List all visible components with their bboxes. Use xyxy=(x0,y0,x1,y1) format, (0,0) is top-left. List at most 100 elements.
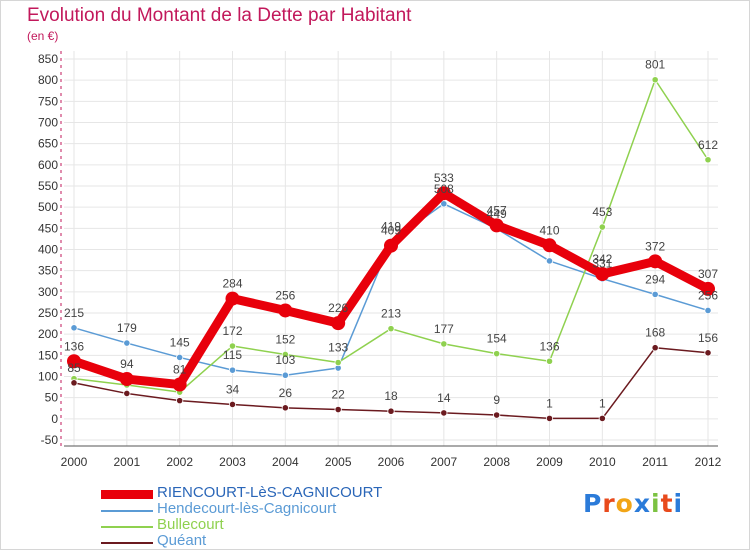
x-tick-label: 2004 xyxy=(272,455,299,469)
data-point xyxy=(123,389,131,398)
y-tick-label: 150 xyxy=(38,348,58,362)
data-label: 410 xyxy=(539,223,559,237)
data-point xyxy=(704,156,712,164)
data-label: 26 xyxy=(279,386,293,400)
y-tick-label: 250 xyxy=(38,306,58,320)
x-tick-label: 2009 xyxy=(536,455,563,469)
data-point xyxy=(489,218,504,233)
y-tick-label: 600 xyxy=(38,158,58,172)
data-label: 457 xyxy=(487,203,507,217)
data-label: 409 xyxy=(381,224,401,238)
data-label: 34 xyxy=(226,382,240,396)
data-label: 81 xyxy=(173,363,187,377)
data-point xyxy=(387,407,395,415)
y-tick-label: 850 xyxy=(38,52,58,66)
legend-label: Bullecourt xyxy=(157,516,224,533)
data-point xyxy=(172,377,187,392)
data-point xyxy=(701,281,715,296)
data-label: 256 xyxy=(698,288,718,302)
x-tick-label: 2010 xyxy=(589,455,616,469)
x-tick-label: 2008 xyxy=(483,455,510,469)
data-label: 103 xyxy=(275,353,295,367)
data-point xyxy=(281,404,289,412)
data-point xyxy=(70,379,78,387)
data-label: 172 xyxy=(222,324,242,338)
data-point xyxy=(67,354,81,369)
data-label: 342 xyxy=(592,252,612,266)
data-point xyxy=(598,223,606,231)
data-point xyxy=(228,366,237,374)
data-label: 612 xyxy=(698,138,718,152)
data-point xyxy=(651,344,659,352)
x-tick-label: 2006 xyxy=(378,455,405,469)
data-point xyxy=(595,267,610,282)
y-tick-label: 350 xyxy=(38,264,58,278)
data-label: 213 xyxy=(381,307,401,321)
y-tick-label: 750 xyxy=(38,94,58,108)
data-point xyxy=(704,349,712,357)
data-label: 152 xyxy=(275,332,295,346)
data-point xyxy=(331,316,346,331)
data-label: 85 xyxy=(67,361,81,375)
data-label: 1 xyxy=(599,396,606,410)
data-label: 136 xyxy=(539,339,559,353)
data-label: 18 xyxy=(384,389,398,403)
data-point xyxy=(384,238,398,253)
data-label: 14 xyxy=(437,391,451,405)
y-tick-label: 800 xyxy=(38,73,58,87)
data-label: 215 xyxy=(64,306,84,320)
y-tick-label: 50 xyxy=(45,391,59,405)
logo-letter: i xyxy=(673,489,684,518)
data-point xyxy=(176,353,184,362)
data-label: 294 xyxy=(645,272,665,286)
data-label: 1 xyxy=(546,396,553,410)
data-label: 256 xyxy=(275,288,295,302)
proxiti-logo: Proxiti xyxy=(583,489,683,518)
data-label: 284 xyxy=(222,277,242,291)
legend-swatch xyxy=(101,490,153,499)
y-tick-label: 700 xyxy=(38,116,58,130)
data-label: 94 xyxy=(120,357,134,371)
data-point xyxy=(545,414,554,423)
data-label: 177 xyxy=(434,322,454,336)
data-label: 9 xyxy=(493,393,500,407)
data-label: 307 xyxy=(698,267,718,281)
logo-letter: r xyxy=(602,489,616,518)
data-point xyxy=(545,357,554,365)
data-label: 226 xyxy=(328,301,348,315)
data-point xyxy=(704,306,712,315)
data-label: 136 xyxy=(64,339,84,353)
data-label: 22 xyxy=(331,388,345,402)
data-point xyxy=(545,257,554,265)
legend-swatch xyxy=(101,542,153,544)
data-point xyxy=(387,325,395,333)
logo-letter: t xyxy=(660,489,674,518)
data-point xyxy=(281,350,289,359)
data-label: 533 xyxy=(434,171,454,185)
y-tick-label: 300 xyxy=(38,285,58,299)
logo-letter: o xyxy=(615,489,634,518)
logo-letter: P xyxy=(583,489,603,518)
x-tick-label: 2007 xyxy=(430,455,457,469)
y-tick-label: 650 xyxy=(38,137,58,151)
data-point xyxy=(651,290,659,298)
x-tick-label: 2012 xyxy=(695,455,722,469)
data-point xyxy=(225,291,240,306)
logo-letter: x xyxy=(633,489,651,518)
data-point xyxy=(334,358,342,367)
data-label: 179 xyxy=(117,321,137,335)
data-point xyxy=(493,411,501,419)
y-tick-label: 0 xyxy=(51,412,58,426)
data-point xyxy=(228,342,237,350)
data-point xyxy=(598,414,606,423)
x-tick-label: 2005 xyxy=(325,455,352,469)
data-point xyxy=(440,340,448,348)
data-label: 168 xyxy=(645,326,665,340)
data-label: 419 xyxy=(381,219,401,233)
data-point xyxy=(648,254,663,269)
data-point xyxy=(70,324,78,332)
y-tick-label: 550 xyxy=(38,179,58,193)
unit-label: (en €) xyxy=(27,29,59,43)
